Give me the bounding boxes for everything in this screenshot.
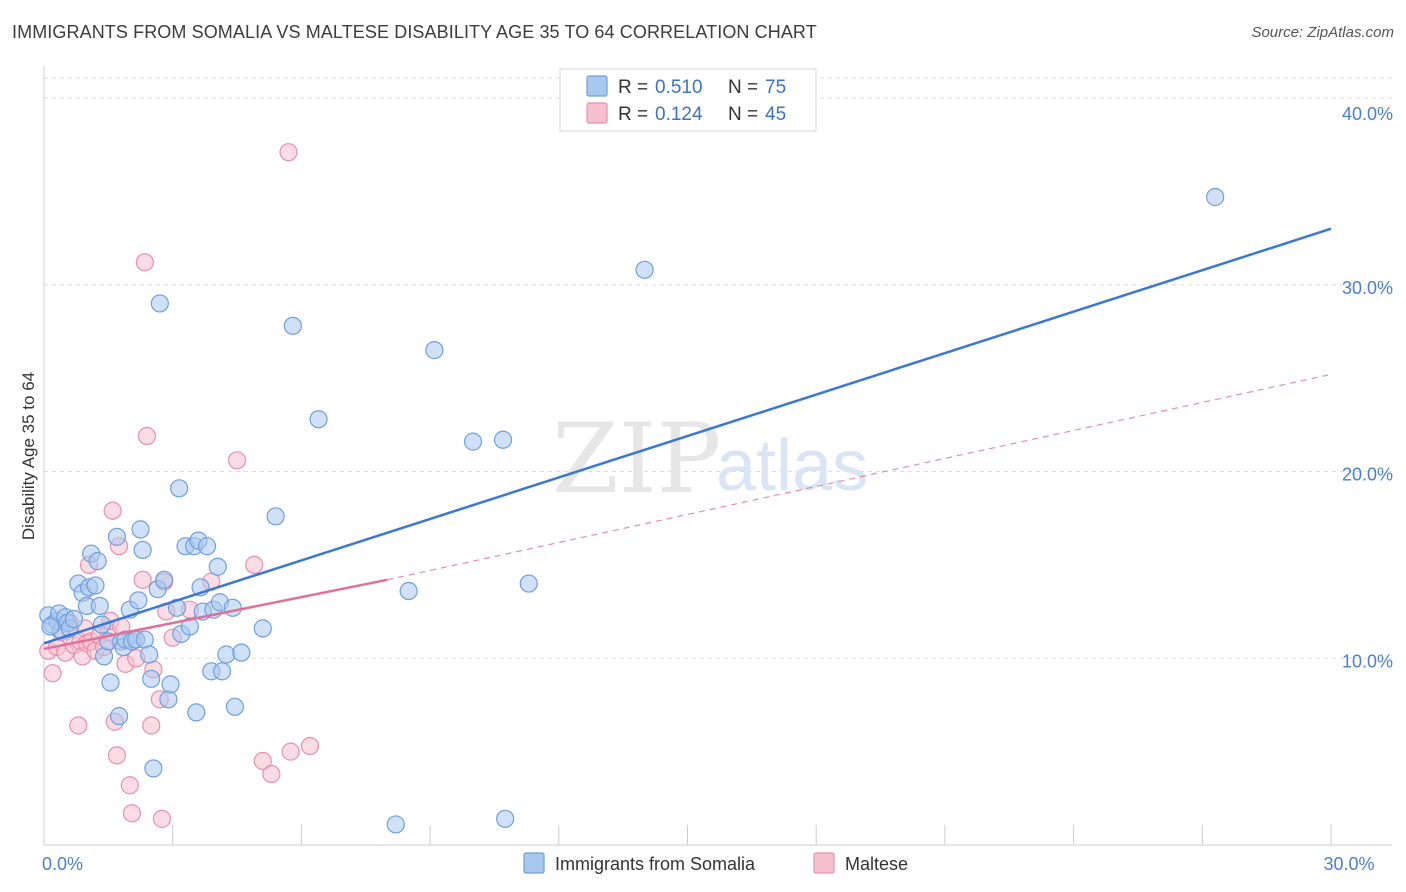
somalia-point: [144, 759, 163, 778]
maltese-point: [142, 716, 161, 735]
series-legend-label-somalia: Immigrants from Somalia: [555, 854, 756, 874]
somalia-point: [187, 703, 206, 722]
somalia-point: [493, 430, 513, 449]
grid-layer: [44, 77, 1392, 659]
legend-r-label-maltese: R =: [618, 104, 648, 125]
x-tick-label: 30.0%: [1323, 854, 1374, 874]
maltese-point: [107, 746, 127, 765]
somalia-point: [223, 598, 242, 617]
somalia-point: [88, 552, 107, 571]
maltese-point: [152, 809, 172, 828]
maltese-trend-line: [43, 578, 388, 651]
somalia-trend-line: [43, 227, 1332, 645]
legend-n-label-maltese: N =: [728, 104, 758, 125]
y-tick-label: 20.0%: [1342, 465, 1393, 485]
somalia-point: [463, 432, 483, 451]
somalia-point: [496, 809, 515, 828]
legend-r-value-maltese: 0.124: [655, 104, 703, 125]
somalia-point: [107, 527, 127, 546]
somalia-point: [129, 591, 148, 610]
somalia-point: [150, 294, 169, 313]
somalia-point: [131, 520, 150, 539]
series-legend-swatch-maltese: [813, 852, 835, 874]
somalia-point: [266, 507, 285, 526]
somalia-point: [309, 410, 328, 429]
somalia-point: [109, 707, 129, 726]
somalia-point: [142, 669, 161, 688]
somalia-point: [425, 341, 444, 360]
somalia-point: [90, 596, 109, 616]
chart-source: Source: ZipAtlas.com: [1251, 24, 1394, 41]
y-axis-label: Disability Age 35 to 64: [19, 372, 38, 540]
maltese-point: [135, 253, 154, 272]
legend-r-label-somalia: R =: [618, 77, 648, 98]
somalia-point: [225, 697, 245, 716]
somalia-point: [208, 557, 227, 576]
maltese-point: [137, 426, 157, 446]
somalia-point: [386, 815, 405, 834]
maltese-point: [253, 751, 272, 771]
maltese-point: [120, 776, 139, 795]
somalia-point: [101, 673, 120, 692]
maltese-point: [69, 716, 88, 735]
somalia-point: [197, 537, 217, 556]
series-legend-swatch-somalia: [523, 852, 545, 874]
y-tick-label: 30.0%: [1342, 278, 1393, 298]
maltese-point: [281, 742, 300, 761]
points-layer: [39, 143, 1225, 834]
somalia-point: [41, 617, 60, 636]
somalia-point: [399, 581, 418, 601]
maltese-point: [103, 501, 122, 520]
legend-r-value-somalia: 0.510: [655, 77, 703, 98]
watermark: ZIP atlas: [552, 403, 868, 515]
correlation-legend: R = 0.510 N = 75 R = 0.124 N = 45: [559, 68, 817, 132]
somalia-point: [140, 645, 159, 664]
somalia-point: [64, 609, 84, 629]
somalia-point: [94, 647, 114, 666]
legend-swatch-maltese: [586, 102, 608, 124]
maltese-point: [262, 764, 281, 784]
watermark-zip: ZIP: [552, 403, 721, 515]
legend-n-value-maltese: 45: [765, 104, 786, 125]
maltese-point: [43, 664, 62, 683]
watermark-atlas: atlas: [716, 426, 868, 506]
somalia-point: [170, 479, 189, 498]
maltese-point: [279, 143, 298, 162]
trend-layer: [43, 227, 1332, 651]
somalia-point: [133, 540, 152, 560]
maltese-point: [133, 570, 152, 589]
axis-layer: 10.0% 20.0% 30.0% 40.0% 0.0% 30.0%: [42, 66, 1393, 874]
somalia-point: [180, 617, 199, 636]
somalia-point: [159, 690, 178, 709]
series-legend-label-maltese: Maltese: [845, 854, 908, 874]
somalia-point: [283, 316, 302, 335]
somalia-point: [212, 662, 232, 681]
somalia-point: [161, 675, 180, 694]
y-tick-label: 10.0%: [1342, 651, 1393, 671]
legend-n-label-somalia: N =: [728, 77, 758, 98]
legend-n-value-somalia: 75: [765, 77, 786, 98]
x-tick-label: 0.0%: [42, 854, 83, 874]
somalia-point: [217, 645, 236, 664]
chart-title: IMMIGRANTS FROM SOMALIA VS MALTESE DISAB…: [12, 22, 817, 42]
somalia-point: [1206, 187, 1225, 207]
somalia-point: [155, 570, 174, 589]
legend-swatch-somalia: [586, 75, 608, 97]
maltese-point: [300, 736, 320, 756]
somalia-point: [635, 260, 654, 279]
somalia-point: [86, 576, 105, 595]
series-legend: Immigrants from Somalia Maltese: [523, 852, 908, 874]
somalia-point: [135, 630, 154, 649]
somalia-point: [519, 574, 538, 593]
maltese-trend-line-extension: [387, 373, 1332, 581]
y-tick-label: 40.0%: [1342, 104, 1393, 124]
maltese-point: [122, 804, 142, 823]
maltese-point: [245, 555, 264, 574]
maltese-point: [227, 451, 247, 470]
somalia-point: [232, 643, 251, 662]
somalia-point: [253, 619, 272, 638]
